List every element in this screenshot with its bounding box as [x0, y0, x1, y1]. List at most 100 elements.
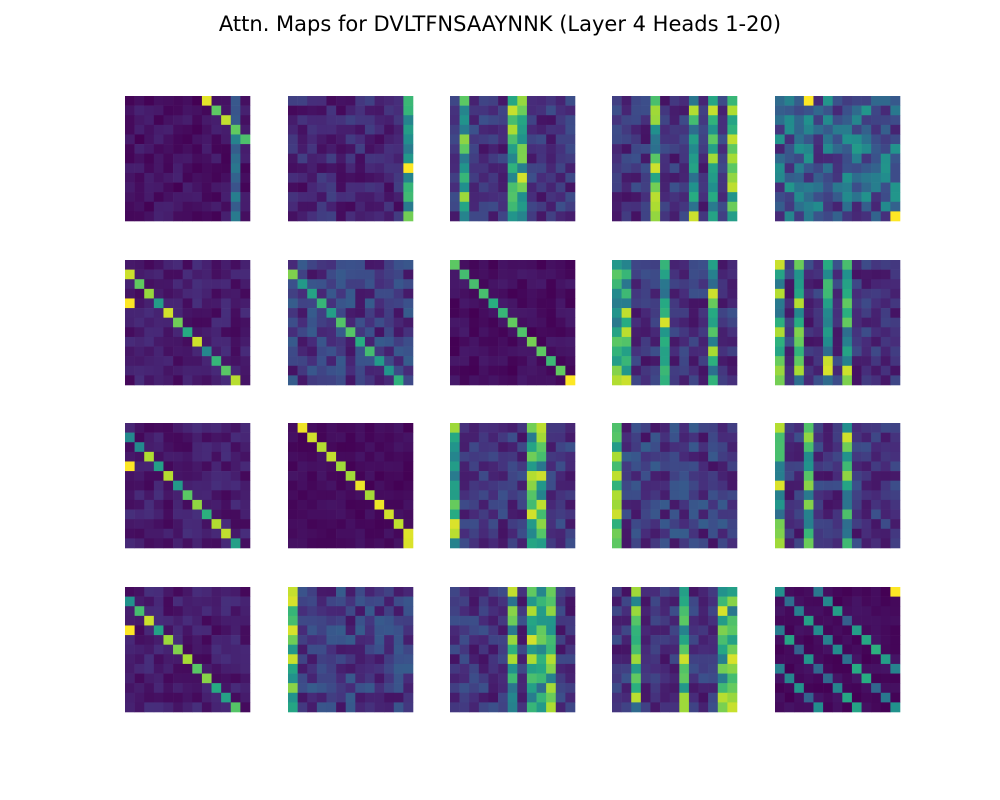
heatmap-cell	[688, 471, 699, 481]
heatmap-cell	[823, 356, 833, 367]
heatmap-cell	[459, 461, 470, 472]
heatmap-cell	[784, 288, 795, 299]
heatmap-cell	[526, 432, 537, 443]
heatmap-cell	[192, 298, 203, 309]
heatmap-cell	[565, 201, 576, 212]
heatmap-cell	[182, 606, 193, 617]
heatmap-cell	[182, 317, 193, 328]
heatmap-cell	[871, 471, 882, 481]
heatmap-cell	[842, 663, 853, 674]
heatmap-cell	[403, 115, 414, 126]
heatmap-cell	[717, 432, 728, 443]
heatmap-cell	[230, 375, 241, 386]
heatmap-cell	[507, 288, 518, 299]
heatmap-cell	[717, 134, 728, 145]
heatmap-cell	[345, 308, 356, 318]
heatmap-cell	[211, 442, 222, 453]
heatmap-cell	[803, 211, 814, 222]
heatmap-cell	[640, 308, 651, 318]
heatmap-cell	[871, 528, 882, 539]
heatmap-cell	[565, 692, 576, 703]
heatmap-cell	[526, 134, 537, 145]
heatmap-cell	[650, 182, 661, 193]
heatmap-cell	[288, 519, 298, 530]
heatmap-cell	[125, 279, 135, 290]
heatmap-cell	[211, 375, 222, 386]
heatmap-cell	[134, 336, 145, 347]
heatmap-cell	[803, 673, 814, 684]
heatmap-cell	[182, 635, 193, 645]
heatmap-cell	[345, 327, 356, 338]
heatmap-cell	[316, 442, 327, 453]
heatmap-cell	[240, 317, 251, 328]
heatmap-cell	[517, 327, 528, 338]
heatmap-cell	[708, 654, 719, 665]
heatmap-cell	[842, 124, 853, 135]
heatmap-cell	[717, 336, 728, 347]
heatmap-cell	[488, 490, 499, 501]
heatmap-cell	[488, 153, 499, 164]
heatmap-cell	[307, 615, 318, 626]
heatmap-cell	[316, 105, 327, 116]
heatmap-cell	[384, 317, 395, 328]
heatmap-cell	[355, 587, 366, 597]
heatmap-cell	[403, 635, 414, 645]
heatmap-cell	[823, 587, 833, 597]
heatmap-cell	[871, 587, 882, 597]
heatmap-cell	[173, 451, 183, 462]
heatmap-cell	[345, 124, 356, 135]
heatmap-cell	[517, 124, 528, 135]
heatmap-cell	[478, 587, 489, 597]
heatmap-cell	[374, 442, 385, 453]
heatmap-cell	[182, 432, 193, 443]
heatmap-cell	[469, 519, 480, 530]
heatmap-cell	[307, 654, 318, 665]
heatmap-cell	[565, 480, 576, 491]
heatmap-cell	[297, 519, 308, 530]
heatmap-cell	[823, 683, 833, 694]
heatmap-cell	[240, 327, 251, 338]
heatmap-cell	[784, 105, 795, 116]
heatmap-cell	[679, 336, 690, 347]
heatmap-cell	[307, 538, 318, 549]
heatmap-cell	[640, 298, 651, 309]
heatmap-cell	[336, 356, 346, 367]
heatmap-cell	[708, 308, 719, 318]
heatmap-cell	[192, 279, 203, 290]
heatmap-cell	[384, 163, 395, 174]
heatmap-cell	[727, 298, 738, 309]
heatmap-cell	[717, 298, 728, 309]
heatmap-cell	[288, 365, 298, 376]
heatmap-cell	[240, 134, 251, 145]
heatmap-cell	[450, 451, 460, 462]
heatmap-cell	[230, 499, 241, 510]
heatmap-cell	[450, 596, 460, 607]
heatmap-cell	[842, 134, 853, 145]
heatmap-cell	[794, 144, 805, 154]
heatmap-cell	[288, 182, 298, 193]
heatmap-cell	[727, 105, 738, 116]
heatmap-cell	[326, 606, 337, 617]
heatmap-cell	[336, 442, 346, 453]
heatmap-cell	[459, 298, 470, 309]
heatmap-cell	[727, 192, 738, 203]
heatmap-cell	[488, 201, 499, 212]
heatmap-cell	[871, 96, 882, 106]
heatmap-cell	[201, 317, 212, 328]
heatmap-cell	[201, 625, 212, 636]
heatmap-cell	[374, 163, 385, 174]
heatmap-cell	[374, 105, 385, 116]
heatmap-cell	[297, 279, 308, 290]
heatmap-cell	[355, 356, 366, 367]
heatmap-cell	[201, 480, 212, 491]
heatmap-cell	[717, 288, 728, 299]
heatmap-cell	[307, 606, 318, 617]
heatmap-cell	[832, 172, 843, 183]
heatmap-cell	[153, 673, 164, 684]
heatmap-cell	[240, 596, 251, 607]
heatmap-cell	[144, 490, 155, 501]
heatmap-cell	[488, 625, 499, 636]
heatmap-cell	[211, 96, 222, 106]
heatmap-cell	[459, 288, 470, 299]
heatmap-cell	[192, 346, 203, 357]
